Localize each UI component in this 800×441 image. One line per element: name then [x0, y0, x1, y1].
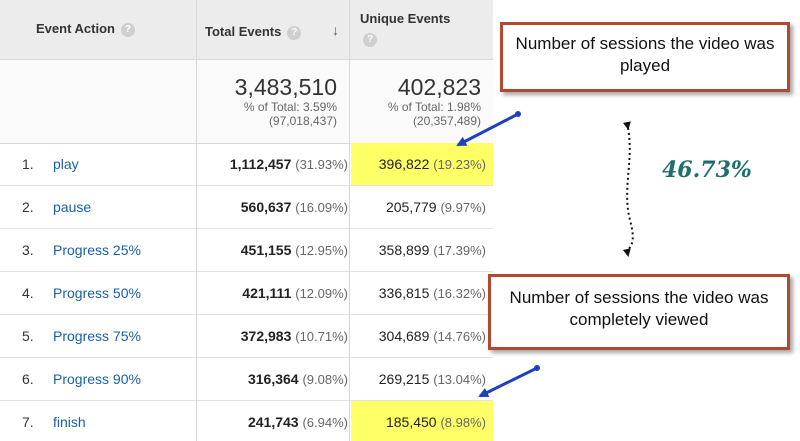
header-event-action[interactable]: Event Action? — [0, 0, 196, 60]
total-events-value: 316,364 — [247, 371, 299, 387]
unique-events-pct: % of Total: 1.98% — [387, 100, 481, 114]
unique-events-cell: 304,689 (14.76%) — [351, 315, 493, 357]
unique-events-cell: 205,779 (9.97%) — [351, 186, 493, 228]
total-events-cell: 241,743 (6.94%) — [248, 414, 348, 430]
completion-ratio: 46.73% — [662, 157, 752, 183]
unique-events-percent: (16.32%) — [433, 286, 486, 301]
header-total-events[interactable]: Total Events? ↓ — [197, 0, 349, 60]
table-row: 4. Progress 50% 421,111 (12.09%) 336,815… — [0, 272, 493, 315]
unique-events-cell-highlighted: 396,822 (19.23%) — [351, 143, 493, 185]
events-table: Event Action? Total Events? ↓ Unique Eve… — [0, 0, 493, 441]
row-index: 5. — [22, 328, 34, 344]
event-action-link[interactable]: play — [53, 156, 79, 172]
table-row: 1. play 1,112,457 (31.93%) 396,822 (19.2… — [0, 143, 493, 186]
unique-events-cell: 336,815 (16.32%) — [351, 272, 493, 314]
help-icon[interactable]: ? — [287, 25, 302, 40]
event-action-link[interactable]: Progress 75% — [53, 328, 141, 344]
total-events-value: 421,111 — [242, 285, 292, 301]
unique-events-percent: (14.76%) — [433, 329, 486, 344]
total-events-percent: (16.09%) — [295, 200, 348, 215]
help-icon[interactable]: ? — [120, 22, 135, 37]
unique-events-value: 304,689 — [378, 328, 430, 344]
unique-events-percent: (13.04%) — [433, 372, 486, 387]
event-action-link[interactable]: pause — [53, 199, 92, 215]
callout-sessions-played: Number of sessions the video was played — [500, 22, 790, 92]
header-unique-events[interactable]: Unique Events ? — [350, 0, 493, 60]
row-index: 4. — [22, 285, 34, 301]
event-action-link[interactable]: Progress 50% — [53, 285, 141, 301]
header-total-events-label: Total Events — [205, 24, 282, 39]
row-index: 6. — [22, 371, 34, 387]
total-events-percent: (12.95%) — [295, 243, 348, 258]
total-events-cell: 316,364 (9.08%) — [248, 371, 348, 387]
column-divider — [196, 0, 197, 441]
row-index: 7. — [22, 414, 34, 430]
total-events-base: (97,018,437) — [268, 114, 337, 128]
total-events-value: 560,637 — [240, 199, 292, 215]
column-divider — [349, 0, 350, 441]
total-events-value: 451,155 — [240, 242, 292, 258]
table-row: 5. Progress 75% 372,983 (10.71%) 304,689… — [0, 315, 493, 358]
table-row: 7. finish 241,743 (6.94%) 185,450 (8.98%… — [0, 401, 493, 441]
table-row: 2. pause 560,637 (16.09%) 205,779 (9.97%… — [0, 186, 493, 229]
callout-sessions-completed: Number of sessions the video was complet… — [488, 274, 790, 350]
unique-events-sum: 402,823 — [397, 74, 481, 100]
total-events-percent: (10.71%) — [295, 329, 348, 344]
total-events-cell: 560,637 (16.09%) — [241, 199, 348, 215]
unique-events-percent: (9.97%) — [440, 200, 486, 215]
totals-row: 3,483,510 % of Total: 3.59% (97,018,437)… — [0, 60, 493, 144]
table-row: 3. Progress 25% 451,155 (12.95%) 358,899… — [0, 229, 493, 272]
unique-events-value: 185,450 — [385, 414, 437, 430]
header-event-action-label: Event Action — [36, 21, 115, 36]
total-events-cell: 451,155 (12.95%) — [241, 242, 348, 258]
unique-events-cell: 269,215 (13.04%) — [351, 358, 493, 400]
unique-events-percent: (17.39%) — [433, 243, 486, 258]
row-index: 1. — [22, 156, 34, 172]
total-events-value: 1,112,457 — [229, 156, 292, 172]
unique-events-cell-highlighted: 185,450 (8.98%) — [351, 401, 493, 441]
unique-events-value: 205,779 — [385, 199, 437, 215]
unique-events-percent: (19.23%) — [433, 157, 486, 172]
row-index: 2. — [22, 199, 34, 215]
total-events-cell: 1,112,457 (31.93%) — [230, 156, 348, 172]
total-events-percent: (9.08%) — [302, 372, 348, 387]
total-events-value: 372,983 — [240, 328, 292, 344]
event-action-link[interactable]: Progress 25% — [53, 242, 141, 258]
total-events-cell: 421,111 (12.09%) — [242, 285, 348, 301]
event-action-link[interactable]: Progress 90% — [53, 371, 141, 387]
unique-events-base: (20,357,489) — [412, 114, 481, 128]
total-events-percent: (12.09%) — [295, 286, 348, 301]
header-unique-events-label: Unique Events — [360, 11, 451, 26]
total-events-value: 241,743 — [247, 414, 299, 430]
ratio-connector — [622, 121, 634, 257]
unique-events-value: 396,822 — [378, 156, 430, 172]
event-action-link[interactable]: finish — [53, 414, 86, 430]
unique-events-value: 358,899 — [378, 242, 430, 258]
unique-events-value: 269,215 — [378, 371, 430, 387]
row-index: 3. — [22, 242, 34, 258]
help-icon[interactable]: ? — [363, 33, 377, 47]
table-row: 6. Progress 90% 316,364 (9.08%) 269,215 … — [0, 358, 493, 401]
unique-events-value: 336,815 — [378, 285, 430, 301]
total-events-percent: (6.94%) — [302, 415, 348, 430]
total-events-pct: % of Total: 3.59% — [243, 100, 337, 114]
unique-events-percent: (8.98%) — [440, 415, 486, 430]
total-events-percent: (31.93%) — [295, 157, 348, 172]
total-events-sum: 3,483,510 — [234, 74, 337, 100]
total-events-cell: 372,983 (10.71%) — [241, 328, 348, 344]
unique-events-cell: 358,899 (17.39%) — [351, 229, 493, 271]
sort-descending-icon[interactable]: ↓ — [332, 22, 339, 38]
